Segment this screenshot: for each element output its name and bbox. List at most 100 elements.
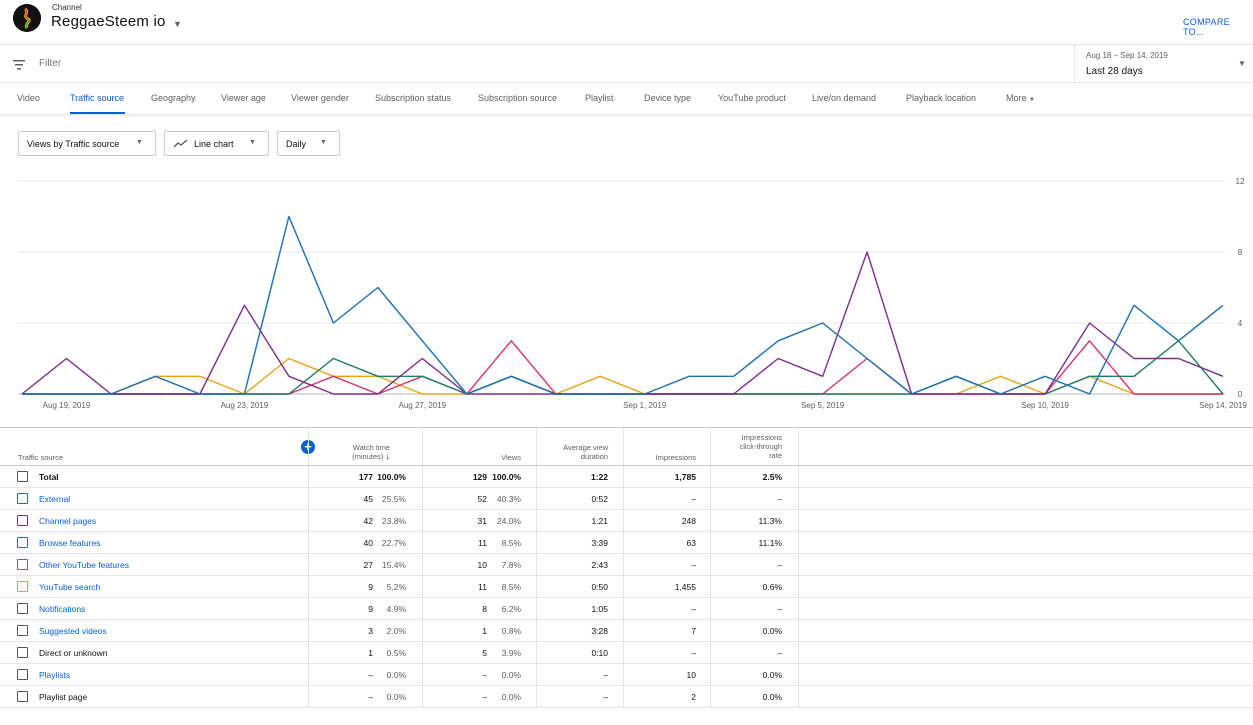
tab-geography[interactable]: Geography <box>151 93 196 103</box>
avg-view-duration-value: 0:50 <box>591 582 608 592</box>
watch-time-value: 3 <box>368 626 373 636</box>
watch-time-pct: 23.8% <box>381 516 406 526</box>
traffic-source-name[interactable]: External <box>39 494 71 504</box>
row-checkbox[interactable] <box>17 647 28 658</box>
tab-viewer-gender[interactable]: Viewer gender <box>291 93 349 103</box>
x-tick-label: Sep 14, 2019 <box>1199 401 1247 410</box>
ctr-value: 2.5% <box>762 472 782 482</box>
series-line-browse-features <box>22 340 1224 395</box>
row-checkbox[interactable] <box>17 625 28 636</box>
avg-view-duration-value: – <box>603 692 608 702</box>
row-divider <box>0 641 1253 642</box>
ctr-value: 11.3% <box>758 516 782 526</box>
tab-traffic-source[interactable]: Traffic source <box>70 93 125 103</box>
x-tick-label: Aug 19, 2019 <box>43 401 91 410</box>
sort-arrow-icon: ↓ <box>385 451 391 461</box>
impressions-value: – <box>691 560 696 570</box>
watch-time-pct: 25.5% <box>381 494 406 504</box>
tab-live-on-demand[interactable]: Live/on demand <box>812 93 877 103</box>
col-header-impressions-ctr[interactable]: Impressions click-through rate <box>712 433 782 460</box>
row-checkbox[interactable] <box>17 581 28 592</box>
views-pct: 24.0% <box>496 516 521 526</box>
traffic-source-name[interactable]: Channel pages <box>39 516 97 526</box>
table-top-border <box>0 427 1253 428</box>
tab-playback-location[interactable]: Playback location <box>906 93 977 103</box>
col-header-traffic-source[interactable]: Traffic source <box>18 453 64 462</box>
active-tab-indicator <box>70 112 125 114</box>
column-divider <box>623 428 624 708</box>
watch-time-value: – <box>368 670 373 680</box>
tab-viewer-age[interactable]: Viewer age <box>221 93 266 103</box>
watch-time-value: 42 <box>363 516 373 526</box>
date-range-picker[interactable] <box>1074 45 1253 82</box>
tab-device-type[interactable]: Device type <box>644 93 692 103</box>
compare-to-button[interactable]: COMPARE TO... <box>1183 17 1230 37</box>
col-header-line: Impressions <box>655 453 696 462</box>
traffic-source-name: Direct or unknown <box>39 648 108 658</box>
avg-view-duration-value: 3:28 <box>591 626 608 636</box>
tab-subscription-source[interactable]: Subscription source <box>478 93 558 103</box>
avg-view-duration-value: 2:43 <box>591 560 608 570</box>
row-checkbox[interactable] <box>17 471 28 482</box>
views-pct: 100.0% <box>492 472 521 482</box>
row-checkbox[interactable] <box>17 603 28 614</box>
row-divider <box>0 663 1253 664</box>
y-tick-label: 8 <box>1238 248 1243 257</box>
interval-dropdown[interactable]: Daily ▼ <box>277 131 340 156</box>
traffic-source-name[interactable]: YouTube search <box>39 582 101 592</box>
col-header-line: rate <box>769 451 782 460</box>
ctr-value: 0.0% <box>762 626 782 636</box>
col-header-views[interactable]: Views <box>424 453 521 462</box>
tab-playlist[interactable]: Playlist <box>585 93 614 103</box>
watch-time-value: 177 <box>358 472 373 482</box>
row-checkbox[interactable] <box>17 515 28 526</box>
y-tick-label: 12 <box>1236 177 1245 186</box>
column-divider <box>308 428 309 708</box>
chart-type-label: Line chart <box>194 139 234 149</box>
channel-caption: Channel <box>52 3 82 12</box>
views-value: 11 <box>478 538 487 548</box>
channel-dropdown-icon[interactable]: ▼ <box>173 19 182 29</box>
watch-time-value: 1 <box>368 648 373 658</box>
y-tick-label: 4 <box>1238 319 1243 328</box>
views-value: – <box>482 670 487 680</box>
views-pct: 0.0% <box>501 692 521 702</box>
date-dropdown-icon[interactable]: ▼ <box>1238 59 1246 68</box>
traffic-source-name[interactable]: Browse features <box>39 538 101 548</box>
filter-input[interactable]: Filter <box>39 58 62 69</box>
traffic-line-chart[interactable]: 12 8 4 0 Aug 19, 2019 Aug 23, 2019 Aug 27, 201… <box>0 170 1253 415</box>
col-header-avg-view-duration[interactable]: Average view duration <box>538 443 608 461</box>
watch-time-pct: 22.7% <box>381 538 406 548</box>
traffic-source-name[interactable]: Suggested videos <box>39 626 107 636</box>
row-checkbox[interactable] <box>17 559 28 570</box>
row-checkbox[interactable] <box>17 669 28 680</box>
tab-more[interactable]: More ▼ <box>1006 93 1035 103</box>
chart-type-dropdown[interactable]: Line chart ▼ <box>164 131 269 156</box>
channel-avatar[interactable] <box>13 4 41 32</box>
row-checkbox[interactable] <box>17 691 28 702</box>
traffic-source-name[interactable]: Playlists <box>39 670 71 680</box>
column-divider <box>798 428 799 708</box>
views-pct: 0.0% <box>501 670 521 680</box>
row-divider <box>0 531 1253 532</box>
col-header-watch-time[interactable]: Watch time (minutes) ↓ <box>310 443 390 461</box>
tab-youtube-product[interactable]: YouTube product <box>718 93 786 103</box>
filter-icon[interactable] <box>13 57 25 70</box>
metric-dropdown[interactable]: Views by Traffic source ▼ <box>18 131 156 156</box>
col-header-impressions[interactable]: Impressions <box>625 453 696 462</box>
impressions-value: 63 <box>686 538 696 548</box>
traffic-source-name[interactable]: Notifications <box>39 604 86 614</box>
row-checkbox[interactable] <box>17 493 28 504</box>
x-tick-label: Sep 10, 2019 <box>1021 401 1069 410</box>
impressions-value: – <box>691 604 696 614</box>
traffic-source-name[interactable]: Other YouTube features <box>39 560 129 570</box>
impressions-value: 248 <box>681 516 696 526</box>
ctr-value: 11.1% <box>758 538 782 548</box>
watch-time-value: – <box>368 692 373 702</box>
tab-subscription-status[interactable]: Subscription status <box>375 93 452 103</box>
col-header-line: Impressions <box>741 433 782 442</box>
tab-video[interactable]: Video <box>17 93 40 103</box>
row-checkbox[interactable] <box>17 537 28 548</box>
channel-name[interactable]: ReggaeSteem io <box>51 13 166 30</box>
series-line-other-youtube-features <box>22 340 1223 395</box>
